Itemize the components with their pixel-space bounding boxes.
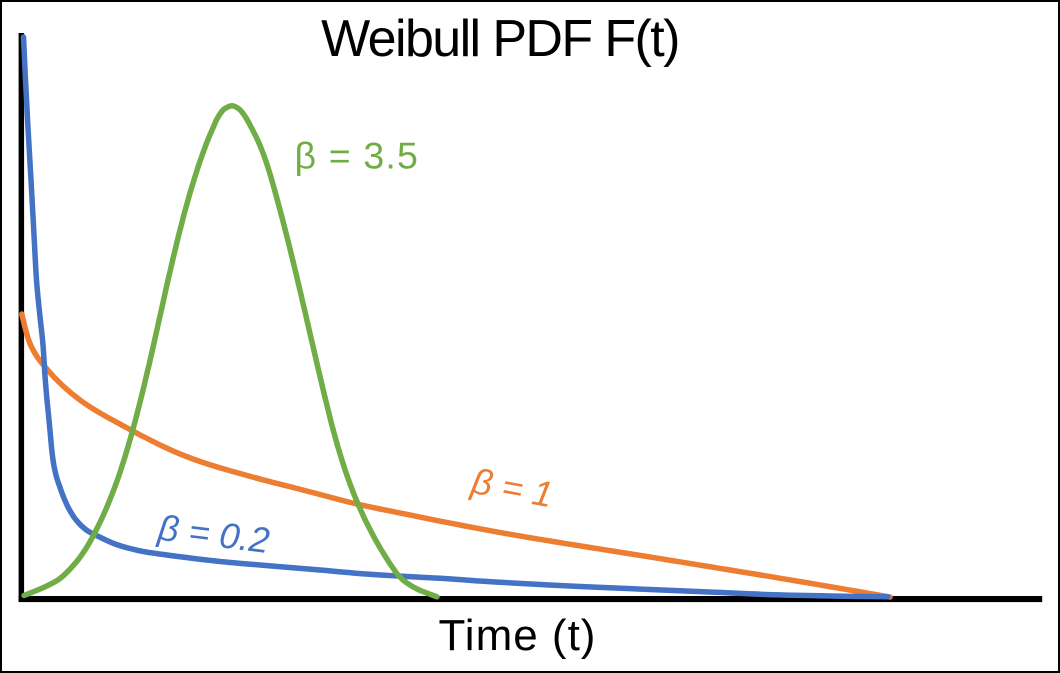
svg-text:β = 3.5: β = 3.5	[295, 134, 420, 176]
svg-text:Time (t): Time (t)	[439, 611, 597, 660]
svg-text:Weibull PDF F(t): Weibull PDF F(t)	[321, 10, 679, 68]
